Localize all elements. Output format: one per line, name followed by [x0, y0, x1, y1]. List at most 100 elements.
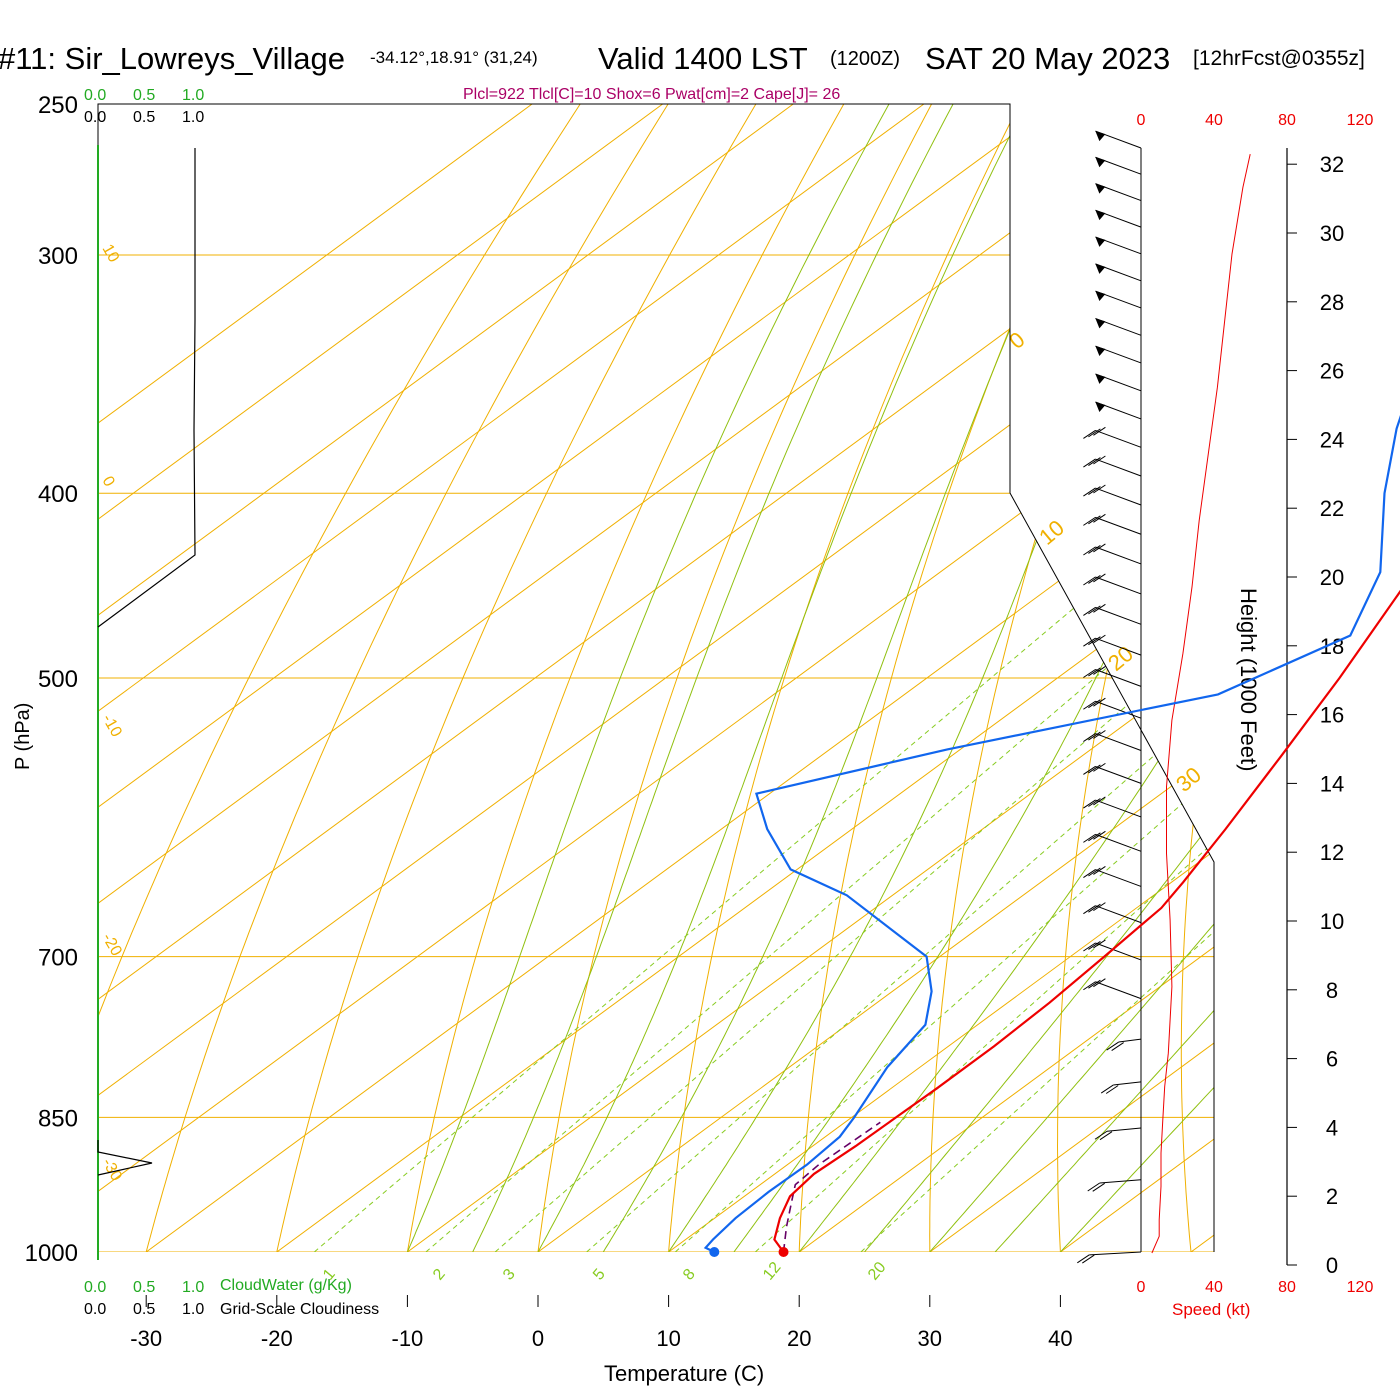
height-tick-label: 22	[1320, 496, 1344, 521]
indices-line: Plcl=922 Tlcl[C]=10 Shox=6 Pwat[cm]=2 Ca…	[463, 86, 840, 103]
isotherm-label: -10	[99, 712, 125, 741]
dry-adiabat-line	[276, 104, 757, 1252]
height-tick-label: 14	[1320, 771, 1344, 796]
wind-barb-feather	[1083, 429, 1096, 439]
cloudwater-tick: 0.5	[133, 1279, 155, 1296]
wind-barb-staff	[1095, 487, 1142, 506]
cloudiness-tick: 1.0	[182, 1301, 204, 1318]
wind-barb-feather	[1105, 1085, 1119, 1094]
wind-barb	[1083, 513, 1142, 535]
mixing-ratio-label: 2	[430, 1266, 449, 1284]
wind-barb	[1083, 573, 1142, 595]
wind-barb	[1095, 317, 1142, 336]
wind-barb-feather	[1093, 634, 1106, 644]
mixing-ratio-line	[425, 492, 1214, 1252]
height-tick-label: 12	[1320, 840, 1344, 865]
temperature-tick-label: -20	[261, 1326, 293, 1351]
wind-barb	[1083, 978, 1142, 1000]
dry-adiabat-line	[1301, 104, 1400, 1252]
temperature-profile-line	[773, 589, 1400, 1253]
height-tick-label: 30	[1320, 221, 1344, 246]
wind-barb-pennant	[1095, 402, 1106, 413]
wind-barb-feather	[1083, 766, 1096, 775]
wind-barb-feather	[1083, 981, 1096, 991]
wind-barb-feather	[1083, 833, 1096, 843]
isotherm-line	[98, 104, 533, 1252]
dry-adiabat-line	[1180, 104, 1214, 1252]
cloudiness-profile-line	[97, 148, 196, 628]
isotherm-label: 10	[1034, 515, 1069, 550]
cloudiness-top-ticks: 0.0 0.5 1.0	[84, 109, 204, 126]
wind-barb	[1095, 130, 1142, 149]
isotherm-line	[98, 104, 1186, 1252]
wind-barb-feather	[1083, 869, 1096, 878]
wind-barb-feather	[1088, 545, 1101, 554]
wind-barb-feather	[1093, 730, 1106, 739]
isotherm-line	[98, 104, 794, 1252]
temperature-tick-label: 30	[918, 1326, 942, 1351]
wind-barb-staff	[1095, 458, 1142, 477]
wind-barb-pennant	[1095, 291, 1106, 302]
wind-barb-feather	[1106, 1041, 1119, 1051]
wind-barb-pennant	[1095, 157, 1106, 168]
wind-barb-feather	[1093, 665, 1106, 675]
pressure-tick-label: 300	[38, 243, 78, 270]
wind-barb	[1095, 236, 1142, 255]
wind-barb-feather	[1111, 1042, 1124, 1051]
wind-barb-feather	[1088, 636, 1101, 646]
height-tick-label: 0	[1326, 1253, 1338, 1278]
wind-barb-feather	[1077, 1254, 1090, 1264]
height-tick-label: 32	[1320, 152, 1344, 177]
wind-barb-staff	[1095, 905, 1142, 924]
cloudwater-tick: 0.5	[133, 87, 155, 104]
wind-barb-feather	[1093, 543, 1106, 553]
y-axis-label: P (hPa)	[12, 703, 34, 770]
wind-barb	[1083, 603, 1142, 625]
wind-barb-pennant	[1095, 131, 1106, 142]
cloudiness-low-spike	[97, 1140, 153, 1176]
cloudwater-tick: 0.0	[84, 1279, 106, 1296]
moist-adiabat-line	[994, 104, 1214, 1252]
wind-barb	[1095, 345, 1142, 364]
wind-barb	[1095, 209, 1142, 228]
wind-barb-pennant	[1095, 318, 1106, 329]
wind-barb	[1083, 543, 1142, 565]
cloudiness-tick: 1.0	[182, 109, 204, 126]
wind-barb-feather	[1088, 867, 1101, 877]
dry-adiabat-line	[98, 104, 581, 1252]
isotherm-line	[98, 104, 663, 1252]
wind-barb	[1095, 263, 1142, 282]
wind-barb-feather	[1083, 669, 1096, 678]
dry-adiabat-line	[798, 104, 1108, 1252]
wind-barb-feather	[1083, 942, 1096, 952]
wind-barb-staff	[1095, 576, 1142, 595]
wind-barbs	[1077, 130, 1142, 1264]
mixing-ratio-label: 3	[500, 1266, 519, 1284]
speed-tick-label: 80	[1278, 112, 1296, 129]
station-title: #11: Sir_Lowreys_Village	[0, 41, 345, 76]
wind-barb-feather	[1093, 796, 1106, 806]
wind-barb-pennant	[1095, 373, 1106, 384]
wind-barb-feather	[1100, 1084, 1114, 1094]
height-tick-label: 2	[1326, 1184, 1338, 1209]
moist-adiabat-line	[929, 104, 1214, 1252]
isotherm-line	[98, 104, 1055, 1252]
wind-barb-staff	[1095, 637, 1142, 656]
wind-barb-feather	[1093, 902, 1106, 912]
wind-barb-feather	[1083, 487, 1096, 497]
isotherm-label: 0	[99, 474, 118, 490]
wind-barb-staff	[1095, 516, 1142, 535]
isotherm-label: 0	[1004, 327, 1029, 354]
forecast-label: [12hrFcst@0355z]	[1193, 47, 1365, 70]
wind-barb	[1087, 1179, 1142, 1192]
temperature-tick-label: -10	[392, 1326, 424, 1351]
wind-barb-feather	[1088, 903, 1101, 913]
temperature-tick-label: -30	[130, 1326, 162, 1351]
wind-barb-staff	[1095, 733, 1142, 751]
wind-barb-feather	[1088, 941, 1101, 950]
isotherm-label: 10	[99, 242, 123, 266]
wind-barb-staff	[1095, 942, 1142, 961]
